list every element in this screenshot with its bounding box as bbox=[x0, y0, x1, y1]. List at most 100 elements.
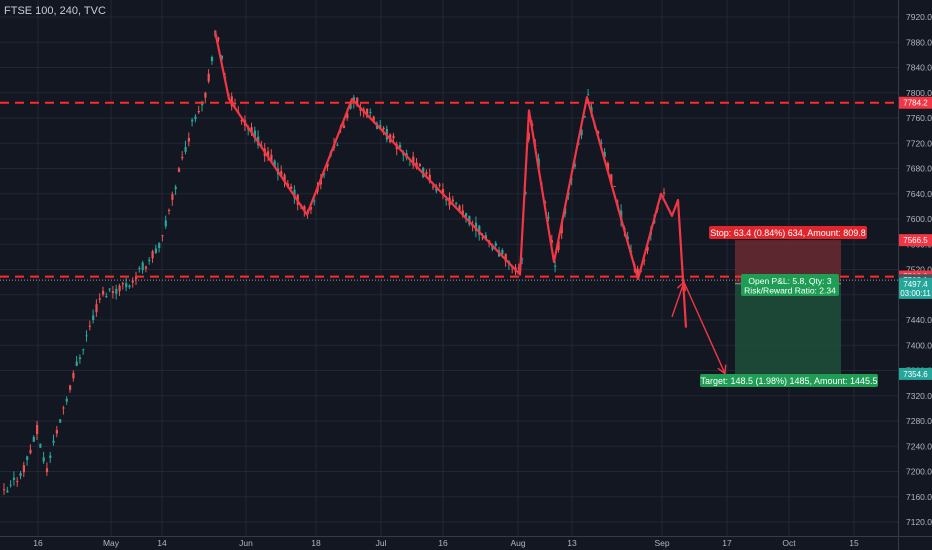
candle-body bbox=[171, 194, 174, 200]
price-badge-bg bbox=[899, 277, 932, 290]
stop-label: Stop: 63.4 (0.84%) 634, Amount: 809.8 bbox=[709, 226, 867, 239]
candle-body bbox=[3, 489, 6, 491]
candle-body bbox=[19, 472, 22, 477]
candle-body bbox=[102, 290, 105, 295]
candle-body bbox=[425, 172, 428, 175]
candle-body bbox=[474, 222, 478, 232]
stop-label-bg bbox=[709, 226, 867, 239]
candle-body bbox=[290, 186, 293, 189]
candle-body bbox=[455, 202, 458, 204]
candle-body bbox=[59, 419, 62, 423]
candle-body bbox=[69, 385, 72, 390]
candle-body bbox=[349, 103, 352, 109]
x-tick-label: 16 bbox=[33, 538, 43, 548]
y-tick-label: 7280.0 bbox=[906, 416, 932, 426]
y-tick-label: 7720.0 bbox=[906, 138, 932, 148]
candle-body bbox=[280, 171, 283, 176]
candle-body bbox=[161, 235, 164, 237]
y-tick-label: 7840.0 bbox=[906, 63, 932, 73]
candle-body bbox=[336, 144, 339, 146]
candle-body bbox=[16, 481, 19, 483]
y-tick-label: 7760.0 bbox=[906, 113, 932, 123]
candle-body bbox=[547, 217, 550, 219]
candle-body bbox=[521, 258, 524, 260]
x-tick-label: May bbox=[103, 538, 120, 548]
candle-body bbox=[210, 56, 214, 62]
candle-body bbox=[32, 437, 35, 442]
candle-body bbox=[22, 465, 25, 473]
candle-body bbox=[283, 174, 286, 182]
candle-body bbox=[580, 129, 583, 136]
price-badge-text: 03:00:11 bbox=[900, 289, 931, 298]
candle-body bbox=[643, 259, 646, 261]
y-tick-label: 7880.0 bbox=[906, 37, 932, 47]
candle-body bbox=[441, 189, 445, 194]
y-tick-label: 7400.0 bbox=[906, 340, 932, 350]
candle-body bbox=[451, 199, 454, 202]
price-badge-text: 7784.2 bbox=[903, 99, 928, 108]
candle-body bbox=[144, 266, 148, 269]
candle-body bbox=[52, 440, 55, 443]
candle-body bbox=[85, 335, 88, 337]
candle-body bbox=[597, 131, 600, 135]
price-badge: 7497.4 bbox=[899, 277, 932, 290]
x-tick-label: Sep bbox=[654, 538, 669, 548]
candle-body bbox=[65, 398, 68, 402]
candle-body bbox=[230, 96, 233, 107]
target-label: Target: 148.5 (1.98%) 1485, Amount: 1445… bbox=[700, 374, 878, 387]
candle-body bbox=[342, 125, 346, 128]
candle-body bbox=[49, 455, 52, 458]
candle-body bbox=[461, 210, 464, 215]
candle-body bbox=[194, 116, 197, 120]
candle-body bbox=[105, 295, 108, 298]
candle-body bbox=[151, 251, 154, 259]
candle-body bbox=[118, 285, 121, 292]
y-tick-label: 7600.0 bbox=[906, 214, 932, 224]
candle-body bbox=[481, 237, 484, 239]
projection-arrowhead-up bbox=[676, 280, 687, 292]
candle-body bbox=[115, 288, 118, 294]
price-badge: 03:00:11 bbox=[899, 286, 932, 299]
price-badge-bg bbox=[899, 234, 932, 247]
candle-body bbox=[379, 124, 382, 128]
candle-body bbox=[550, 240, 553, 243]
candle-body bbox=[197, 110, 200, 113]
candle-body bbox=[217, 38, 220, 40]
candle-body bbox=[168, 210, 171, 212]
candle-body bbox=[587, 94, 590, 96]
price-badge: 7566.5 bbox=[899, 234, 932, 247]
candle-body bbox=[366, 108, 369, 117]
candle-body bbox=[636, 268, 639, 275]
y-tick-label: 7320.0 bbox=[906, 391, 932, 401]
candle-body bbox=[240, 119, 243, 122]
candle-body bbox=[399, 144, 402, 148]
y-tick-label: 7800.0 bbox=[906, 88, 932, 98]
y-tick-label: 7920.0 bbox=[906, 12, 932, 22]
candle-body bbox=[494, 243, 497, 246]
candle-body bbox=[82, 349, 85, 351]
candle-body bbox=[583, 116, 586, 118]
candle-body bbox=[184, 146, 187, 152]
candle-body bbox=[154, 248, 157, 253]
candle-body bbox=[36, 425, 39, 435]
candle-body bbox=[478, 225, 481, 235]
candle-body bbox=[125, 283, 128, 288]
candle-body bbox=[504, 253, 507, 262]
candle-body bbox=[527, 132, 530, 140]
candle-body bbox=[557, 240, 560, 250]
candle-body bbox=[606, 163, 610, 171]
candle-body bbox=[45, 468, 49, 473]
candle-body bbox=[458, 205, 461, 211]
risk-reward-text: Risk/Reward Ratio: 2.34 bbox=[744, 286, 836, 296]
candle-body bbox=[177, 168, 181, 172]
candle-body bbox=[148, 259, 151, 262]
candle-body bbox=[309, 207, 313, 210]
symbol-title: FTSE 100, 240, TVC bbox=[4, 5, 106, 17]
candle-body bbox=[72, 372, 75, 379]
candle-body bbox=[253, 130, 256, 139]
candle-body bbox=[412, 156, 415, 166]
candle-body bbox=[319, 179, 322, 185]
candle-body bbox=[293, 189, 296, 198]
